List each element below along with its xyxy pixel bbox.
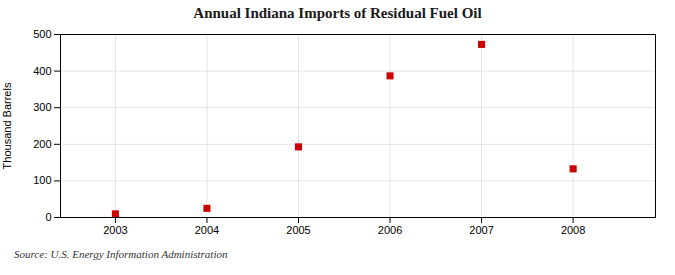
svg-text:2003: 2003 <box>103 224 127 236</box>
svg-text:2005: 2005 <box>286 224 310 236</box>
svg-text:200: 200 <box>33 138 51 150</box>
svg-text:400: 400 <box>33 65 51 77</box>
svg-text:2008: 2008 <box>561 224 585 236</box>
svg-text:2007: 2007 <box>469 224 493 236</box>
svg-text:0: 0 <box>45 211 51 223</box>
svg-text:Thousand Barrels: Thousand Barrels <box>1 82 13 169</box>
svg-text:500: 500 <box>33 28 51 40</box>
svg-text:2004: 2004 <box>195 224 219 236</box>
html-text:Source: U.S. Energy Informatio: Source: U.S. Energy Information Administ… <box>14 248 228 260</box>
html-text:Annual Indiana Imports of Resi: Annual Indiana Imports of Residual Fuel … <box>193 5 482 21</box>
svg-text:100: 100 <box>33 174 51 186</box>
svg-text:2006: 2006 <box>378 224 402 236</box>
svg-text:300: 300 <box>33 101 51 113</box>
